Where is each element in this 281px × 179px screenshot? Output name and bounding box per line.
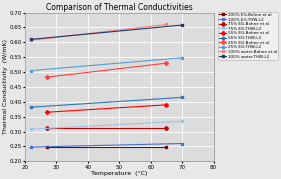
55% EG-THW-L2 bbox=[30, 106, 33, 108]
Line: 75% EG-THW-L2: 75% EG-THW-L2 bbox=[30, 120, 183, 131]
Legend: 100% EG-Bohne et al, 100% EG-THW-L2, 75% EG-Bohne et al, 75% EG-THW-L2, 55% EG-B: 100% EG-Bohne et al, 100% EG-THW-L2, 75%… bbox=[217, 12, 278, 60]
55% EG-Bohne et al bbox=[165, 104, 168, 106]
Line: 100% water-Bohne et al: 100% water-Bohne et al bbox=[30, 23, 168, 42]
55% EG-Bohne et al bbox=[45, 111, 49, 113]
Line: 25% EG-THW-L2: 25% EG-THW-L2 bbox=[30, 56, 183, 72]
100% water-THW-L2 bbox=[180, 24, 184, 26]
100% water-THW-L2 bbox=[30, 38, 33, 40]
Line: 25% EG-Bohne et al: 25% EG-Bohne et al bbox=[45, 61, 168, 79]
75% EG-Bohne et al bbox=[165, 127, 168, 129]
Line: 55% EG-Bohne et al: 55% EG-Bohne et al bbox=[45, 103, 168, 114]
Line: 100% EG-Bohne et al: 100% EG-Bohne et al bbox=[46, 146, 168, 148]
55% EG-THW-L2 bbox=[180, 96, 184, 98]
100% EG-Bohne et al bbox=[45, 146, 49, 148]
Title: Comparison of Thermal Conductivities: Comparison of Thermal Conductivities bbox=[46, 3, 192, 12]
25% EG-Bohne et al bbox=[165, 62, 168, 64]
25% EG-THW-L2 bbox=[180, 57, 184, 59]
100% EG-Bohne et al bbox=[165, 146, 168, 148]
Line: 100% water-THW-L2: 100% water-THW-L2 bbox=[30, 24, 183, 41]
75% EG-THW-L2 bbox=[180, 120, 184, 122]
Y-axis label: Thermal Conductivity  (W/mK): Thermal Conductivity (W/mK) bbox=[3, 39, 8, 134]
100% water-Bohne et al bbox=[30, 39, 33, 41]
75% EG-THW-L2 bbox=[30, 128, 33, 130]
Line: 75% EG-Bohne et al: 75% EG-Bohne et al bbox=[45, 126, 168, 130]
100% EG-THW-L2 bbox=[30, 146, 33, 148]
Line: 55% EG-THW-L2: 55% EG-THW-L2 bbox=[30, 96, 183, 109]
100% water-Bohne et al bbox=[165, 23, 168, 26]
25% EG-Bohne et al bbox=[45, 76, 49, 78]
25% EG-THW-L2 bbox=[30, 69, 33, 72]
100% EG-THW-L2 bbox=[180, 142, 184, 145]
Line: 100% EG-THW-L2: 100% EG-THW-L2 bbox=[30, 142, 183, 148]
75% EG-Bohne et al bbox=[45, 127, 49, 129]
X-axis label: Temperature  (°C): Temperature (°C) bbox=[91, 171, 148, 176]
